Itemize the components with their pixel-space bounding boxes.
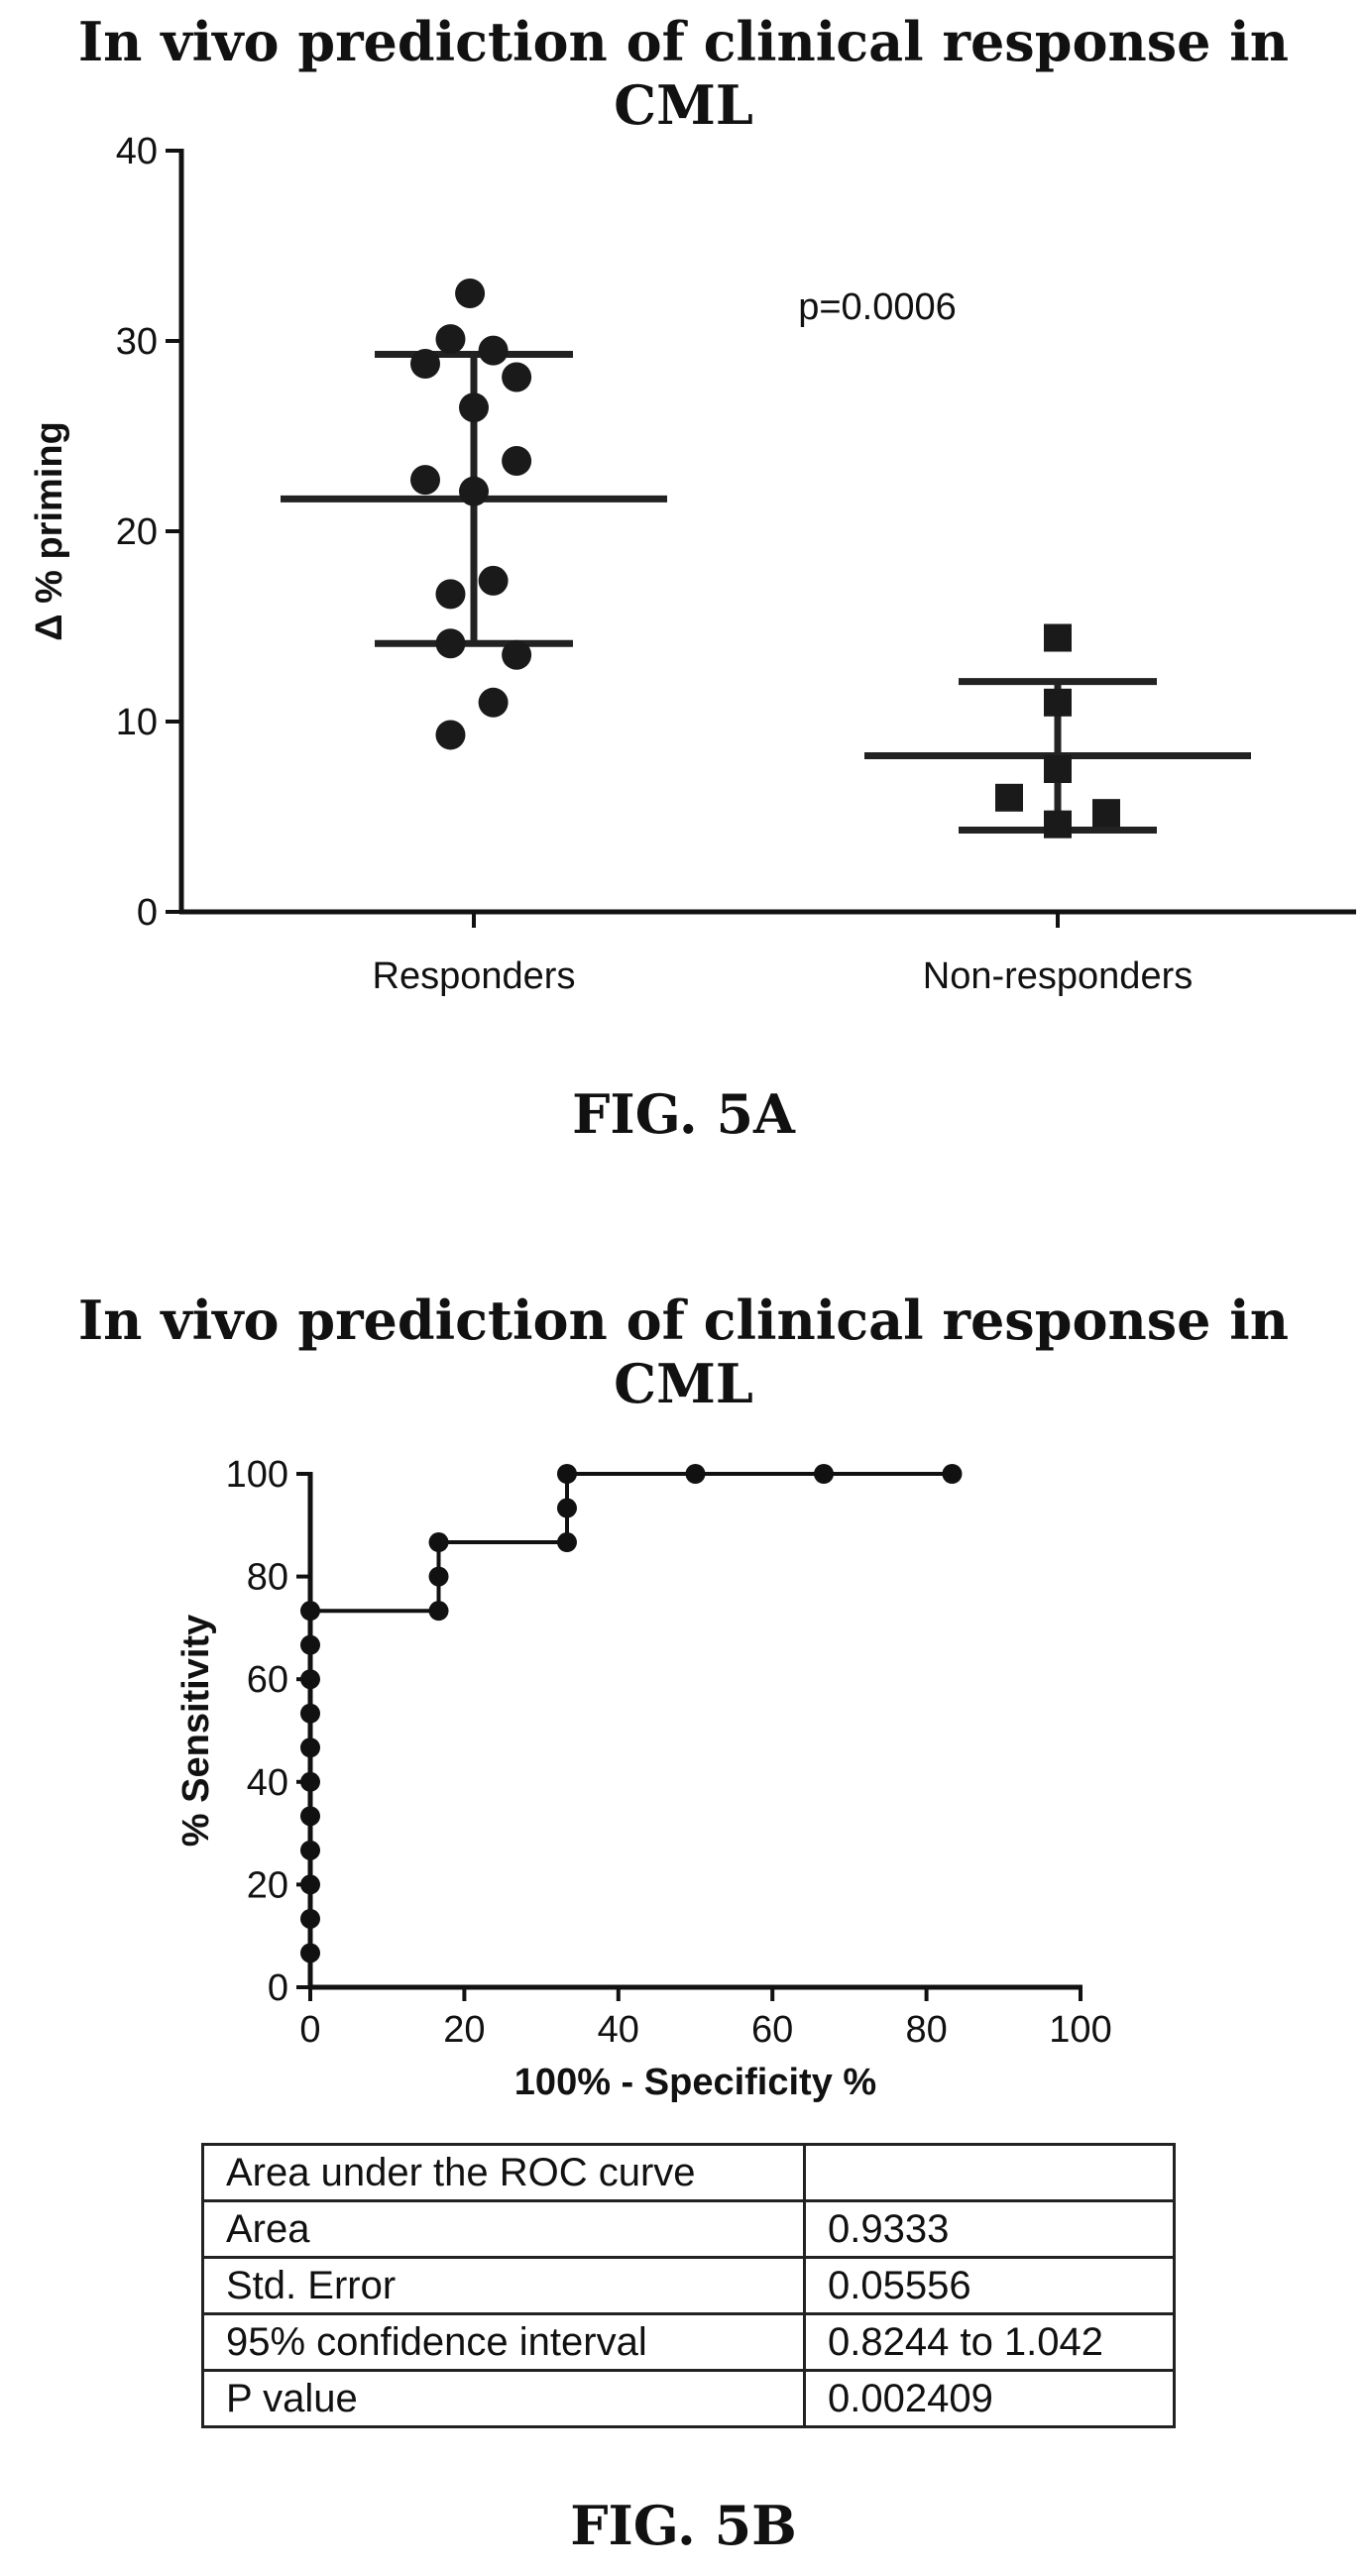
- roc-point: [300, 1601, 320, 1622]
- figure-b-caption: FIG. 5B: [570, 2494, 797, 2557]
- y-tick-label: 80: [247, 1557, 288, 1599]
- roc-point: [556, 1532, 577, 1553]
- roc-point: [300, 1908, 320, 1929]
- table-cell-value: 0.05556: [803, 2256, 1176, 2315]
- y-tick-label: 60: [247, 1659, 288, 1701]
- y-tick-label: 20: [116, 511, 158, 553]
- non-responder-point: [1044, 755, 1072, 783]
- responder-point: [435, 720, 466, 750]
- non-responder-point: [1044, 810, 1072, 839]
- responder-point: [459, 476, 489, 506]
- figure-a-caption: FIG. 5A: [572, 1082, 795, 1146]
- table-cell-label: Area: [201, 2199, 806, 2259]
- roc-curve-chart: 0 20 40 60 80 100 0 20 40 60 80 100 100% - Specifici…: [175, 1454, 1112, 2103]
- responder-point: [459, 392, 489, 423]
- non-responder-point: [1044, 623, 1072, 652]
- y-tick-label: 20: [247, 1864, 288, 1906]
- responder-point: [435, 579, 466, 610]
- roc-point: [300, 1737, 320, 1758]
- y-axis-label: % Sensitivity: [175, 1615, 217, 1847]
- roc-point: [300, 1840, 320, 1860]
- non-responder-point: [1092, 799, 1120, 828]
- table-cell-value: 0.9333: [803, 2199, 1176, 2259]
- responder-point: [478, 687, 509, 718]
- table-cell-value: [803, 2143, 1176, 2202]
- y-tick-label: 40: [247, 1762, 288, 1804]
- roc-point: [685, 1464, 706, 1484]
- x-tick-label: 60: [751, 2009, 793, 2051]
- table-row: 95% confidence interval 0.8244 to 1.042: [201, 2312, 1176, 2372]
- table-cell-label: P value: [201, 2369, 806, 2428]
- responder-point: [435, 628, 466, 659]
- roc-point: [300, 1806, 320, 1827]
- y-tick-label: 0: [137, 892, 158, 934]
- responder-point: [478, 335, 509, 366]
- table-cell-value: 0.8244 to 1.042: [803, 2312, 1176, 2372]
- x-tick-label: 100: [1049, 2009, 1111, 2051]
- roc-point: [300, 1943, 320, 1963]
- table-cell-value: 0.002409: [803, 2369, 1176, 2428]
- x-tick-label: Non-responders: [923, 955, 1193, 997]
- roc-curve-line: [308, 1472, 953, 1987]
- responder-point: [455, 279, 486, 308]
- figure-a-title: In vivo prediction of clinical response …: [77, 10, 1290, 137]
- responder-point: [502, 639, 532, 670]
- x-axis-label: 100% - Specificity %: [514, 2062, 876, 2103]
- roc-point: [814, 1464, 835, 1484]
- roc-point: [428, 1532, 449, 1553]
- table-cell-label: Std. Error: [201, 2256, 806, 2315]
- y-tick-label: 40: [116, 131, 158, 172]
- y-tick-label: 30: [116, 321, 158, 363]
- x-tick-label: Responders: [373, 955, 576, 997]
- roc-point: [942, 1464, 963, 1484]
- roc-point: [300, 1669, 320, 1690]
- p-value-annotation: p=0.0006: [798, 286, 957, 328]
- table-cell-label: 95% confidence interval: [201, 2312, 806, 2372]
- responder-point: [410, 349, 440, 380]
- responder-point: [502, 445, 532, 476]
- table-row: Area under the ROC curve: [201, 2143, 1176, 2202]
- x-tick-label: 40: [598, 2009, 639, 2051]
- roc-point: [556, 1464, 577, 1484]
- roc-point: [556, 1498, 577, 1518]
- x-tick-label: 80: [905, 2009, 947, 2051]
- table-row: Std. Error 0.05556: [201, 2256, 1176, 2315]
- responder-point: [502, 362, 532, 392]
- y-tick-label: 100: [226, 1454, 288, 1496]
- roc-stats-table: Area under the ROC curve Area 0.9333 Std. E…: [201, 2143, 1176, 2428]
- responder-point: [435, 324, 466, 355]
- table-cell-label: Area under the ROC curve: [201, 2143, 806, 2202]
- x-tick-label: 0: [299, 2009, 320, 2051]
- roc-point: [428, 1566, 449, 1587]
- non-responder-point: [995, 783, 1023, 812]
- responder-point: [410, 465, 440, 496]
- roc-point: [300, 1703, 320, 1724]
- table-row: Area 0.9333: [201, 2199, 1176, 2259]
- y-axis-label: Δ % priming: [29, 421, 70, 641]
- y-tick-label: 0: [268, 1967, 288, 2009]
- responders-scatter-chart: 0 10 20 30 40 Responders Non-responders Δ % pri…: [29, 131, 1356, 997]
- x-tick-label: 20: [443, 2009, 485, 2051]
- roc-point: [300, 1771, 320, 1792]
- responder-point: [478, 565, 509, 596]
- roc-point: [300, 1874, 320, 1895]
- table-row: P value 0.002409: [201, 2369, 1176, 2428]
- figure-b-title: In vivo prediction of clinical response …: [77, 1288, 1290, 1415]
- y-tick-label: 10: [116, 702, 158, 743]
- non-responder-point: [1044, 688, 1072, 717]
- roc-point: [300, 1634, 320, 1655]
- roc-point: [428, 1601, 449, 1622]
